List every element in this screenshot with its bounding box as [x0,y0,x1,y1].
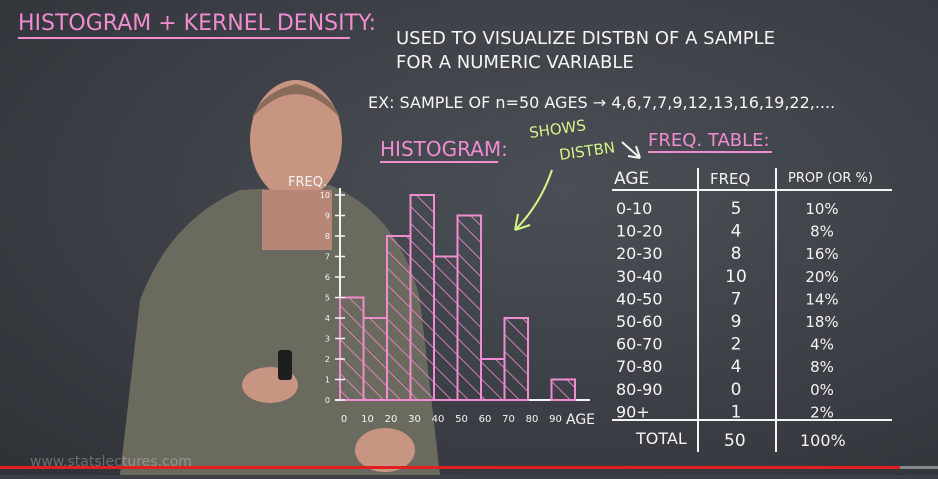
freq-table-prop-cell: 0% [810,381,834,399]
freq-table-prop-cell: 4% [810,336,834,354]
y-tick-label: 6 [325,273,330,282]
x-axis-label: AGE [566,412,595,428]
freq-table-prop-cell: 8% [810,223,834,241]
freq-table-prop-cell: 8% [810,358,834,376]
shows-label-line1: SHOWS [528,116,587,142]
histogram-bar [362,317,388,401]
x-tick-label: 70 [502,414,515,425]
y-axis-label: FREQ. [288,175,327,190]
shows-label-line2: DISTBN [558,138,616,164]
x-tick-label: 60 [479,414,492,425]
x-tick-label: 10 [361,414,374,425]
freq-table-age-cell: 40-50 [616,289,663,308]
y-tick-label: 10 [320,191,330,200]
x-tick-label: 80 [526,414,539,425]
freq-table-total-prop: 100% [800,431,846,450]
y-tick-label: 4 [325,314,330,323]
y-tick-label: 8 [325,232,330,241]
y-tick-label: 5 [325,294,330,303]
video-progress-bar[interactable] [0,466,901,469]
freq-table-freq-cell: 8 [731,244,742,264]
x-tick-label: 40 [432,414,445,425]
histogram-chart: FREQ. AGE 0 1 2 3 4 5 6 7 8 9 10 0 10 20 30 40 50 60 70 80… [288,175,595,428]
freq-table-age-cell: 90+ [616,402,650,421]
freq-table-age-cell: 20-30 [616,244,663,263]
example-line: EX: SAMPLE OF n=50 AGES → 4,6,7,7,9,12,1… [368,93,835,112]
x-tick-label: 30 [408,414,421,425]
presenter-figure [120,80,440,475]
freq-table-freq-cell: 10 [725,267,747,287]
histogram-bar [409,194,435,401]
histogram-bar [550,378,576,401]
freq-table-freq-cell: 4 [731,357,742,377]
freq-table-total-label: TOTAL [635,429,687,448]
freq-table-age-cell: 70-80 [616,357,663,376]
histogram-bar [339,296,365,401]
y-tick-label: 7 [325,253,330,262]
histogram-bar [386,235,412,401]
board-description-line1: USED TO VISUALIZE DISTBN OF A SAMPLE [396,28,775,49]
arrow-to-table [621,141,641,159]
y-tick-label: 3 [325,335,330,344]
freq-table-prop-cell: 2% [810,403,834,421]
board-description-line2: FOR A NUMERIC VARIABLE [396,52,634,73]
freq-table-label: FREQ. TABLE: [648,130,770,151]
freq-table-freq-cell: 4 [731,222,742,242]
freq-table-age-cell: 80-90 [616,380,663,399]
freq-table-freq-cell: 2 [731,335,742,355]
x-tick-label: 20 [385,414,398,425]
histogram-bar [433,255,459,401]
arrow-to-histogram [514,169,553,231]
freq-table-freq-cell: 1 [731,402,742,422]
freq-table-total-freq: 50 [724,431,746,451]
freq-table-prop-cell: 20% [805,268,838,286]
freq-table-age-cell: 50-60 [616,312,663,331]
freq-table-freq-cell: 9 [731,312,742,332]
board-title: HISTOGRAM + KERNEL DENSITY: [18,11,376,36]
histogram-bar [456,214,482,401]
y-tick-label: 2 [325,355,330,364]
video-progress-remaining[interactable] [900,466,938,469]
freq-table-freq-cell: 0 [731,380,742,400]
x-tick-label: 0 [341,414,347,425]
x-tick-label: 90 [549,414,562,425]
freq-table-age-cell: 0-10 [616,199,652,218]
y-tick-label: 0 [325,396,330,405]
histogram-label: HISTOGRAM: [380,137,508,161]
freq-table-prop-cell: 10% [805,200,838,218]
y-tick-label: 1 [325,376,330,385]
freq-table-age-cell: 60-70 [616,335,663,354]
freq-table-header-age: AGE [614,169,649,189]
x-tick-label: 50 [455,414,468,425]
histogram-bar [503,317,529,401]
freq-table-header-freq: FREQ [710,170,750,188]
freq-table-prop-cell: 14% [805,290,838,308]
y-tick-label: 9 [325,212,330,221]
freq-table: AGE FREQ PROP (OR %) 0-10 5 10%10-20 4 8%20-… [612,168,892,452]
freq-table-prop-cell: 18% [805,313,838,331]
freq-table-freq-cell: 5 [731,199,742,219]
freq-table-header-prop: PROP (OR %) [788,171,873,186]
freq-table-prop-cell: 16% [805,245,838,263]
freq-table-age-cell: 10-20 [616,222,663,241]
histogram-bar [480,358,506,401]
freq-table-freq-cell: 7 [731,289,742,309]
freq-table-age-cell: 30-40 [616,267,663,286]
